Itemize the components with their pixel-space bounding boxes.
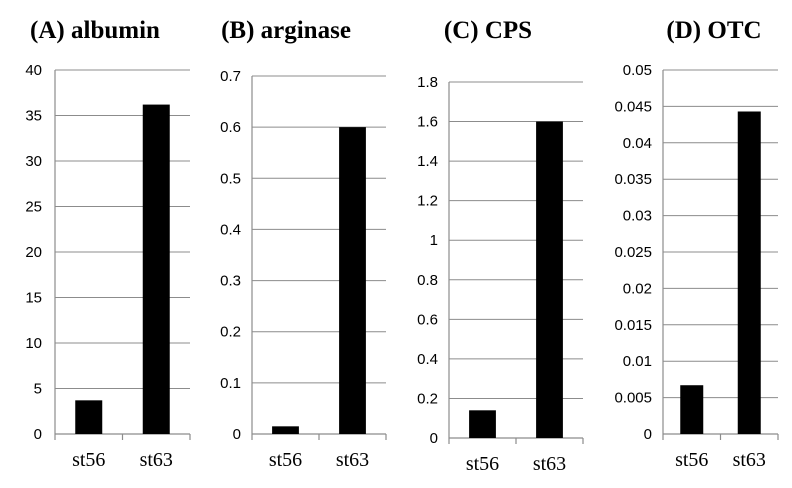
bar-st56: [272, 426, 299, 434]
y-tick-label: 0.6: [220, 119, 241, 136]
y-tick-label: 0.05: [623, 62, 652, 79]
y-tick-label: 0.015: [614, 317, 652, 334]
y-tick-label: 0.6: [417, 311, 438, 328]
y-tick-label: 25: [25, 199, 42, 216]
chart-panel-1: (B) arginase 0 0.1 0.2 0.3 0.4 0.5 0.6 0.7 st56 st…: [220, 17, 387, 471]
y-tick-label: 0.04: [623, 135, 652, 152]
y-tick-label: 0.7: [220, 68, 241, 85]
y-tick-label: 10: [25, 335, 42, 352]
bar-st63: [142, 104, 170, 434]
y-tick-label: 0.2: [417, 390, 438, 407]
x-category-label: st56: [675, 449, 708, 471]
y-tick-label: 0.2: [220, 324, 241, 341]
y-tick-label: 20: [25, 244, 42, 261]
chart-panel-0: (A) albumin 0 5 10 15 20 25 30 35 40 st56 st63: [25, 17, 191, 471]
y-tick-label: 0.5: [220, 170, 241, 187]
y-tick-label: 0.005: [614, 390, 652, 407]
bar-st56: [680, 385, 704, 434]
y-tick-label: 35: [25, 108, 42, 125]
chart-panel-2: (C) CPS 0 0.2 0.4 0.6 0.8 1 1.2 1.4 1.6 1.8 st56 st6…: [417, 17, 584, 475]
bar-st63: [536, 121, 563, 439]
bar-st63: [339, 127, 366, 435]
y-tick-label: 0.1: [220, 375, 241, 392]
y-tick-label: 0.4: [220, 221, 241, 238]
chart-title: (A) albumin: [30, 17, 160, 44]
chart-title: (B) arginase: [221, 17, 351, 44]
y-tick-label: 15: [25, 290, 42, 307]
y-tick-label: 0.045: [614, 98, 652, 115]
y-tick-label: 5: [34, 381, 42, 398]
bar-st63: [737, 111, 761, 434]
y-tick-label: 30: [25, 153, 42, 170]
y-tick-label: 0.02: [623, 280, 652, 297]
x-category-label: st56: [72, 449, 105, 471]
y-tick-label: 0.3: [220, 273, 241, 290]
y-tick-label: 0.8: [417, 272, 438, 289]
y-tick-label: 40: [25, 62, 42, 79]
x-category-label: st63: [533, 453, 566, 475]
x-category-label: st63: [140, 449, 173, 471]
x-category-label: st56: [269, 449, 302, 471]
y-tick-label: 0.025: [614, 244, 652, 261]
x-category-label: st56: [466, 453, 499, 475]
y-tick-label: 1: [430, 232, 438, 249]
y-tick-label: 0: [430, 430, 438, 447]
y-tick-label: 0.035: [614, 171, 652, 188]
chart-panel-3: (D) OTC 0 0.005 0.01 0.015 0.02 0.025 0.03 0.035…: [614, 17, 779, 471]
y-tick-label: 1.4: [417, 153, 438, 170]
y-tick-label: 1.2: [417, 193, 438, 210]
chart-title: (D) OTC: [666, 17, 761, 44]
x-category-label: st63: [336, 449, 369, 471]
y-tick-label: 0: [644, 426, 652, 443]
y-tick-label: 1.6: [417, 114, 438, 131]
y-tick-label: 0.03: [623, 208, 652, 225]
chart-title: (C) CPS: [444, 17, 532, 44]
y-tick-label: 0: [233, 426, 241, 443]
y-tick-label: 0: [34, 426, 42, 443]
bar-st56: [469, 410, 496, 438]
x-category-label: st63: [733, 449, 766, 471]
bar-st56: [75, 400, 103, 434]
y-tick-label: 1.8: [417, 74, 438, 91]
y-tick-label: 0.01: [623, 353, 652, 370]
y-tick-label: 0.4: [417, 351, 438, 368]
